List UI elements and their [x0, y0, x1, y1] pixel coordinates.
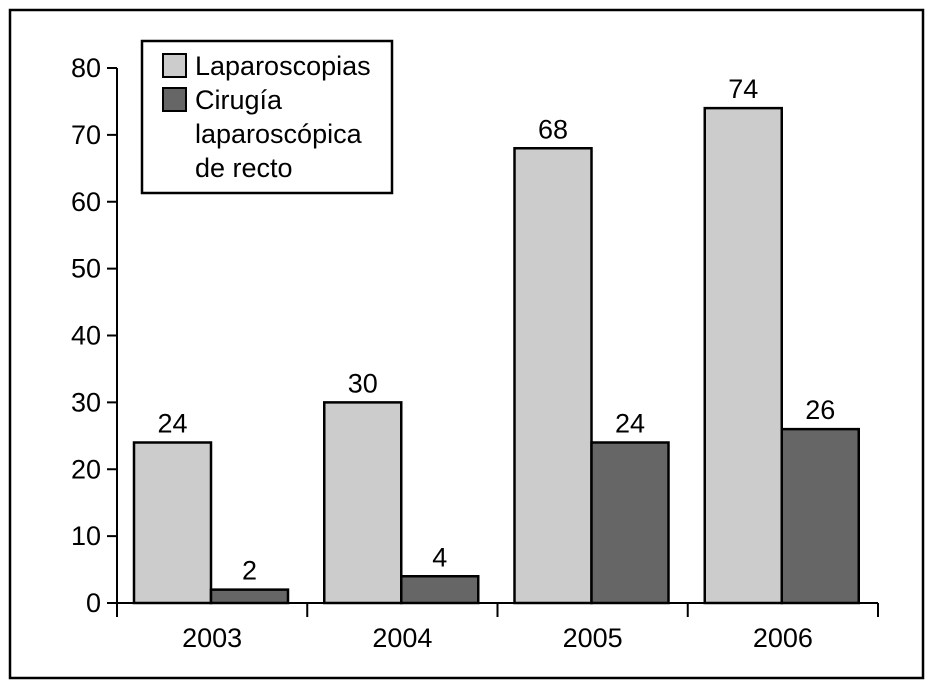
y-tick-label: 20 [71, 454, 101, 484]
x-category-label: 2003 [182, 623, 242, 653]
bar-cirugia-recto-2005 [590, 441, 670, 605]
data-label: 30 [348, 368, 378, 398]
data-label: 68 [538, 114, 568, 144]
y-tick-label: 30 [71, 387, 101, 417]
bar-laparoscopias-2006 [703, 106, 783, 605]
legend-label: Cirugía [195, 85, 283, 115]
y-tick-label: 60 [71, 187, 101, 217]
x-category-label: 2005 [563, 623, 623, 653]
bar-cirugia-recto-2006 [780, 427, 860, 605]
legend-swatch-cirugia-recto [162, 87, 187, 112]
legend-label: de recto [195, 153, 293, 183]
y-tick-label: 10 [71, 521, 101, 551]
data-label: 74 [728, 74, 758, 104]
y-tick-label: 80 [71, 53, 101, 83]
legend-label: laparoscópica [195, 119, 363, 149]
bar-laparoscopias-2004 [323, 401, 403, 605]
bar-laparoscopias-2003 [132, 441, 213, 605]
data-label: 26 [805, 395, 835, 425]
data-label: 2 [242, 556, 257, 586]
y-tick-label: 0 [86, 588, 101, 618]
legend-label: Laparoscopias [195, 51, 371, 81]
data-label: 24 [157, 409, 187, 439]
data-label: 4 [432, 542, 447, 572]
y-tick-label: 70 [71, 120, 101, 150]
y-tick-label: 40 [71, 321, 101, 351]
bar-laparoscopias-2005 [513, 147, 593, 605]
x-category-label: 2006 [753, 623, 813, 653]
x-category-label: 2004 [372, 623, 432, 653]
legend-swatch-laparoscopias [162, 53, 187, 78]
bar-cirugia-recto-2004 [400, 575, 480, 605]
data-label: 24 [615, 409, 645, 439]
bar-cirugia-recto-2003 [209, 588, 290, 605]
y-tick-label: 50 [71, 254, 101, 284]
